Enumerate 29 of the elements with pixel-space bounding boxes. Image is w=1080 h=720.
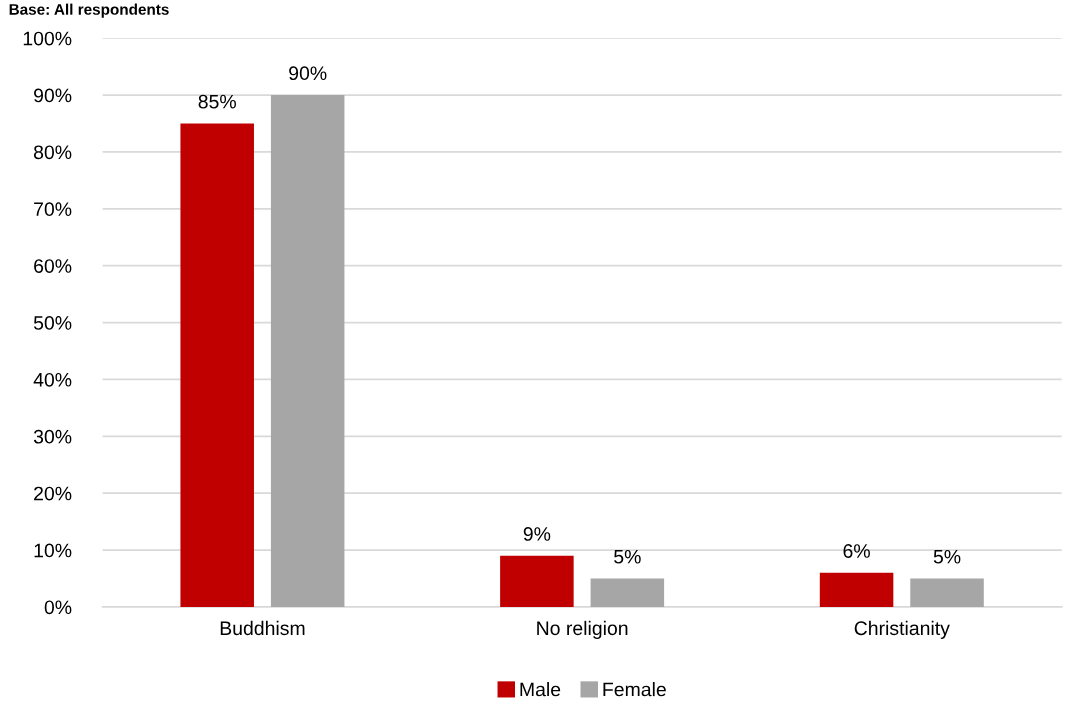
text: Base: All respondents bbox=[9, 3, 169, 18]
legend-label: Male bbox=[520, 682, 561, 697]
data-label: 9% bbox=[523, 527, 551, 541]
data-label: 90% bbox=[289, 66, 327, 81]
bar bbox=[500, 555, 574, 607]
bar bbox=[819, 572, 894, 607]
data-label: 6% bbox=[843, 544, 870, 558]
bar bbox=[270, 95, 345, 607]
y-tick-label: 70% bbox=[34, 202, 72, 217]
y-tick-label: 10% bbox=[34, 543, 72, 558]
bar bbox=[590, 578, 665, 607]
y-tick-label: 50% bbox=[33, 316, 72, 330]
y-tick-label: 40% bbox=[33, 372, 72, 387]
y-tick-label: 60% bbox=[34, 259, 72, 273]
bar bbox=[180, 123, 254, 607]
y-tick-label: 80% bbox=[33, 145, 72, 160]
y-tick-label: 90% bbox=[34, 88, 72, 103]
data-label: 85% bbox=[198, 94, 236, 109]
y-tick-label: 20% bbox=[34, 486, 72, 501]
x-tick-label: Christianity bbox=[854, 620, 950, 639]
y-tick-label: 100% bbox=[23, 31, 72, 46]
x-tick-label: No religion bbox=[537, 620, 628, 639]
y-tick-label: 0% bbox=[44, 600, 72, 615]
data-label: 5% bbox=[614, 549, 641, 564]
legend-label: Female bbox=[603, 682, 666, 697]
y-tick-label: 30% bbox=[33, 429, 72, 444]
data-label: 5% bbox=[933, 549, 961, 564]
x-tick-label: Buddhism bbox=[220, 620, 305, 636]
bar bbox=[910, 578, 984, 607]
